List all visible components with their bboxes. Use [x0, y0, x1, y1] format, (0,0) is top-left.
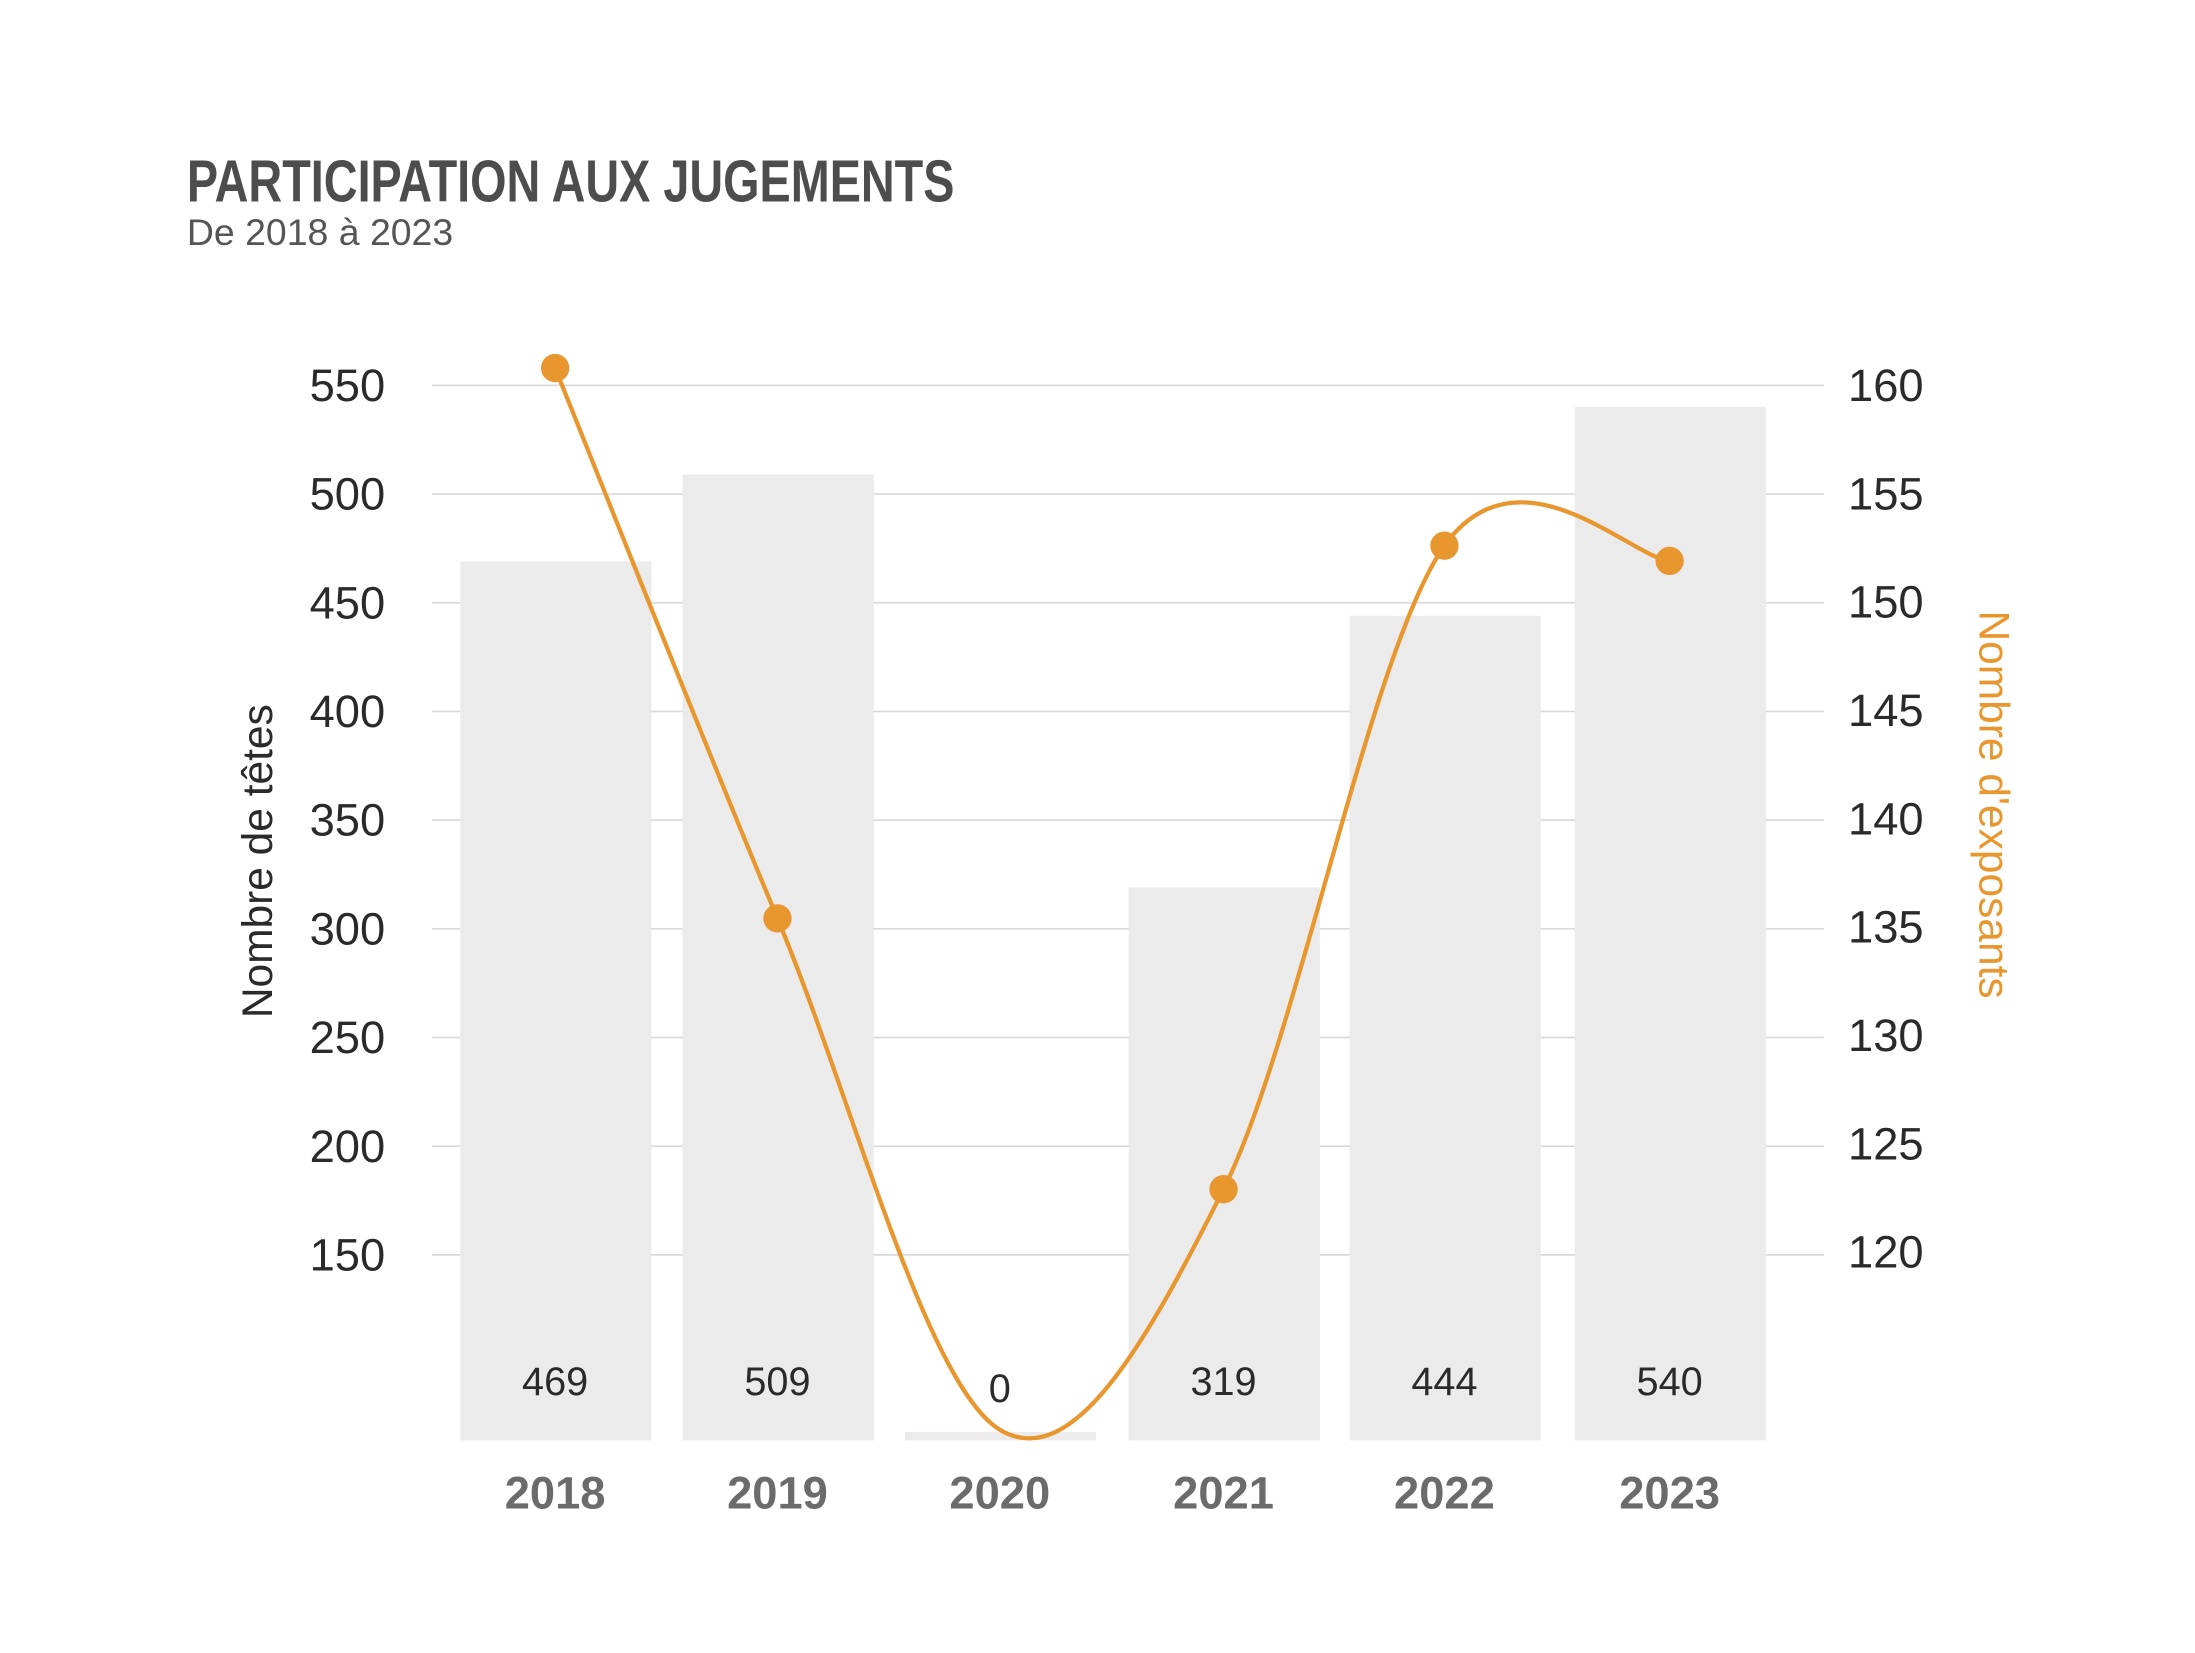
bar-value-label: 444 — [1411, 1360, 1477, 1404]
left-tick-label: 500 — [310, 469, 386, 520]
x-tick-label: 2018 — [505, 1467, 606, 1518]
x-axis-labels: 2018 2019 2020 2021 2022 2023 — [505, 1467, 1720, 1518]
bar-2023 — [1574, 407, 1766, 1441]
left-tick-label: 450 — [310, 577, 386, 628]
left-axis-ticks: 150 200 250 300 350 400 450 500 550 — [310, 360, 386, 1281]
line-marker-2022 — [1430, 531, 1459, 560]
bar-2018 — [460, 561, 652, 1441]
line-marker-2018 — [540, 353, 570, 383]
x-tick-label: 2022 — [1394, 1467, 1495, 1518]
bar-2020 — [904, 1431, 1097, 1441]
right-tick-label: 155 — [1848, 468, 1924, 519]
right-tick-label: 150 — [1848, 577, 1924, 628]
left-tick-label: 250 — [310, 1012, 386, 1063]
chart-title: PARTICIPATION AUX JUGEMENTS — [187, 147, 955, 214]
line-marker-2021 — [1209, 1175, 1238, 1204]
bar-value-label: 469 — [522, 1360, 588, 1404]
right-tick-label: 120 — [1848, 1227, 1924, 1278]
bar-2019 — [682, 474, 874, 1441]
line-marker-2019 — [763, 904, 792, 933]
right-tick-label: 130 — [1848, 1010, 1924, 1061]
x-tick-label: 2020 — [949, 1467, 1050, 1518]
left-tick-label: 550 — [310, 360, 386, 411]
bar-2022 — [1349, 615, 1541, 1441]
right-tick-label: 145 — [1848, 685, 1924, 736]
left-tick-label: 400 — [310, 686, 386, 737]
left-tick-label: 150 — [310, 1229, 386, 1280]
right-axis-title: Nombre d'exposants — [1970, 610, 2017, 998]
left-tick-label: 350 — [310, 795, 386, 846]
x-tick-label: 2019 — [727, 1467, 828, 1518]
gridlines — [431, 384, 1824, 1256]
right-tick-label: 125 — [1848, 1118, 1924, 1169]
left-tick-label: 300 — [310, 903, 386, 954]
bar-value-label: 509 — [744, 1360, 810, 1404]
left-axis-title: Nombre de têtes — [235, 704, 282, 1018]
line-marker-2023 — [1655, 546, 1684, 576]
right-tick-label: 135 — [1848, 902, 1924, 953]
right-axis-ticks: 120 125 130 135 140 145 150 155 160 — [1848, 360, 1924, 1278]
x-tick-label: 2021 — [1173, 1467, 1274, 1518]
right-tick-label: 140 — [1848, 793, 1924, 844]
bar-2021 — [1128, 887, 1320, 1441]
line-markers — [540, 353, 1684, 1204]
right-tick-label: 160 — [1848, 360, 1924, 411]
left-tick-label: 200 — [310, 1121, 386, 1172]
bar-value-label: 0 — [989, 1367, 1011, 1411]
bar-value-label: 540 — [1637, 1360, 1703, 1404]
bar-value-label: 319 — [1190, 1360, 1256, 1404]
chart-subtitle: De 2018 à 2023 — [187, 212, 453, 253]
bars: 469 509 0 319 444 540 — [460, 407, 1766, 1441]
x-tick-label: 2023 — [1619, 1467, 1720, 1518]
